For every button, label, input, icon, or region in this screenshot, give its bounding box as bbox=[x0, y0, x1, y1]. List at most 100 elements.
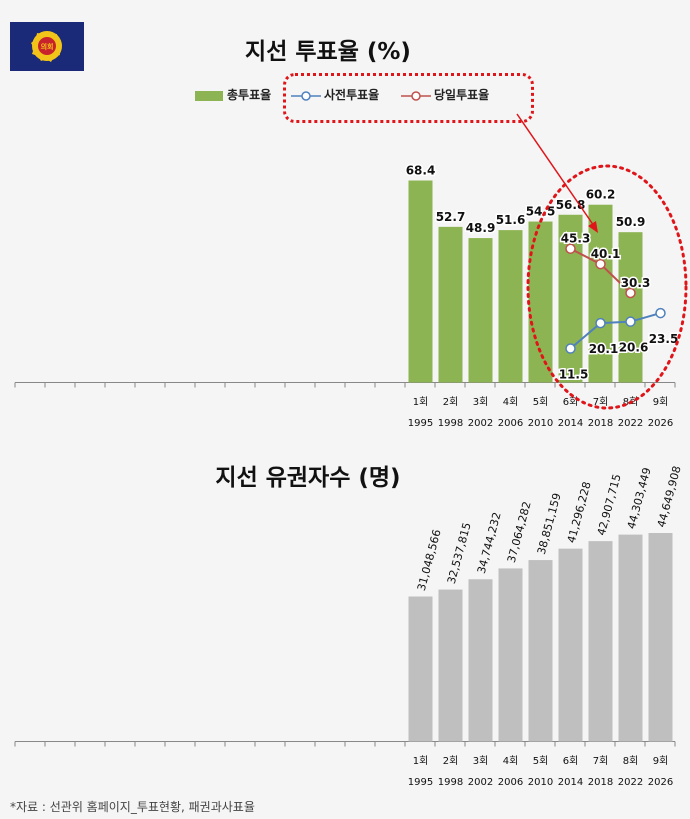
chart1-x-year-label: 2006 bbox=[498, 418, 523, 429]
chart1-early-point bbox=[565, 343, 576, 354]
chart1-x-year-label: 2018 bbox=[588, 418, 613, 429]
chart2-bar-label: 44,303,449 bbox=[625, 466, 654, 530]
legend-label-early: 사전투표율 bbox=[324, 88, 380, 102]
chart1-bar-label: 51.6 bbox=[496, 213, 526, 227]
chart2-x-tick-label: 5회 bbox=[533, 755, 549, 767]
legend-swatch-early bbox=[291, 90, 321, 101]
logo-text: 의회 bbox=[41, 42, 54, 51]
chart2-bar-label: 32,537,815 bbox=[445, 521, 474, 585]
chart2-bar bbox=[618, 534, 643, 742]
chart2-x-year-label: 2014 bbox=[558, 777, 583, 788]
highlight-arrowhead bbox=[588, 221, 598, 233]
chart2-x-year-label: 1998 bbox=[438, 777, 463, 788]
chart2-bar bbox=[408, 596, 433, 742]
chart1-sameday-point bbox=[595, 258, 606, 270]
chart1-x-tick-label: 7회 bbox=[593, 396, 609, 408]
chart1-early-point bbox=[655, 307, 666, 319]
source-note: *자료 : 선관위 홈페이지_투표현황, 패권과사표율 bbox=[10, 800, 255, 814]
chart2-bar bbox=[498, 568, 523, 742]
chart2-x-tick-label: 7회 bbox=[593, 755, 609, 767]
chart2-x-tick-label: 2회 bbox=[443, 755, 459, 767]
chart2-x-tick-label: 6회 bbox=[563, 755, 579, 767]
chart2-bar-label: 44,649,908 bbox=[655, 465, 684, 529]
chart1-early-point bbox=[595, 317, 606, 329]
legend-label-sameday: 당일투표율 bbox=[434, 88, 490, 102]
legend-label-total: 총투표율 bbox=[227, 88, 272, 102]
chart1-sameday-point bbox=[565, 243, 576, 254]
chart1-sameday-label: 45.3 bbox=[561, 232, 591, 246]
chart1-bar-label: 60.2 bbox=[586, 188, 616, 202]
chart2-bar-label: 31,048,566 bbox=[415, 528, 444, 592]
chart2-x-year-label: 2022 bbox=[618, 777, 643, 788]
chart2-bar-label: 42,907,715 bbox=[595, 473, 624, 537]
chart2-bar-label: 34,744,232 bbox=[475, 511, 504, 575]
chart1-bar-label: 56.8 bbox=[556, 198, 586, 212]
chart1-sameday-label: 40.1 bbox=[591, 247, 621, 261]
chart2-bar-label: 41,296,228 bbox=[565, 480, 594, 544]
chart2-bar bbox=[588, 541, 613, 742]
chart1-bar-label: 52.7 bbox=[436, 210, 466, 224]
chart1-bar bbox=[408, 180, 433, 383]
chart1-x-tick-label: 6회 bbox=[563, 396, 579, 408]
chart1-x-year-label: 2022 bbox=[618, 418, 643, 429]
chart1-x-tick-label: 4회 bbox=[503, 396, 519, 408]
chart1-early-label: 20.1 bbox=[589, 342, 619, 356]
chart2-bar-label: 37,064,282 bbox=[505, 500, 534, 564]
chart2-x-year-label: 2002 bbox=[468, 777, 493, 788]
chart2-x-tick-label: 4회 bbox=[503, 755, 519, 767]
chart2-bar bbox=[438, 589, 463, 742]
chart2-bar bbox=[648, 533, 673, 742]
chart1-bar bbox=[618, 232, 643, 383]
chart1-x-year-label: 1998 bbox=[438, 418, 463, 429]
highlight-ellipse bbox=[526, 164, 688, 410]
chart2-x-tick-label: 8회 bbox=[623, 755, 639, 767]
chart1-bar-label: 68.4 bbox=[406, 164, 436, 178]
legend-item-sameday: 당일투표율 bbox=[401, 86, 489, 103]
chart1-bar-label: 48.9 bbox=[466, 221, 496, 235]
chart2-bar bbox=[558, 548, 583, 742]
chart2-x-year-label: 2006 bbox=[498, 777, 523, 788]
chart2-x-year-label: 1995 bbox=[408, 777, 433, 788]
chart1-bar-label: 50.9 bbox=[616, 215, 646, 229]
highlight-arrow bbox=[516, 113, 595, 227]
chart1-bar bbox=[468, 238, 493, 383]
chart2-title: 지선 유권자수 (명) bbox=[215, 465, 401, 491]
chart1-x-tick-label: 2회 bbox=[443, 396, 459, 408]
chart1-sameday-label: 30.3 bbox=[621, 276, 651, 290]
legend-highlight-box bbox=[283, 73, 534, 123]
chart1-x-year-label: 2010 bbox=[528, 418, 553, 429]
council-logo: 의회 bbox=[10, 22, 84, 71]
chart1-x-year-label: 2026 bbox=[648, 418, 673, 429]
legend-swatch-total bbox=[195, 90, 223, 101]
chart1-early-label: 23.5 bbox=[649, 332, 679, 346]
chart1-bar bbox=[588, 204, 613, 383]
chart1-early-line bbox=[569, 312, 661, 350]
chart2-x-year-label: 2018 bbox=[588, 777, 613, 788]
chart1-sameday-point bbox=[625, 287, 636, 299]
chart1-x-tick-label: 3회 bbox=[473, 396, 489, 408]
chart1-title: 지선 투표율 (%) bbox=[245, 39, 411, 65]
chart2-x-year-label: 2010 bbox=[528, 777, 553, 788]
chart2-x-tick-label: 1회 bbox=[413, 755, 429, 767]
chart1-bar bbox=[438, 226, 463, 383]
chart2-bar bbox=[468, 579, 493, 742]
chart1-x-year-label: 2002 bbox=[468, 418, 493, 429]
chart2-bar bbox=[528, 560, 553, 742]
chart2-x-year-label: 2026 bbox=[648, 777, 673, 788]
legend-item-early: 사전투표율 bbox=[291, 86, 379, 103]
chart2-x-tick-label: 3회 bbox=[473, 755, 489, 767]
chart1-x-tick-label: 5회 bbox=[533, 396, 549, 408]
chart1-early-label: 20.6 bbox=[619, 341, 649, 355]
chart2-x-tick-label: 9회 bbox=[653, 755, 669, 767]
chart1-bar-label: 54.5 bbox=[526, 205, 556, 219]
chart1-bar bbox=[558, 214, 583, 383]
chart1-bar bbox=[498, 230, 523, 383]
chart1-early-point bbox=[625, 316, 636, 327]
legend-item-total: 총투표율 bbox=[195, 86, 271, 103]
chart1-x-tick-label: 1회 bbox=[413, 396, 429, 408]
chart1-x-year-label: 1995 bbox=[408, 418, 433, 429]
chart1-x-tick-label: 9회 bbox=[653, 396, 669, 408]
legend-swatch-sameday bbox=[401, 90, 431, 101]
chart1-early-label: 11.5 bbox=[559, 368, 589, 382]
